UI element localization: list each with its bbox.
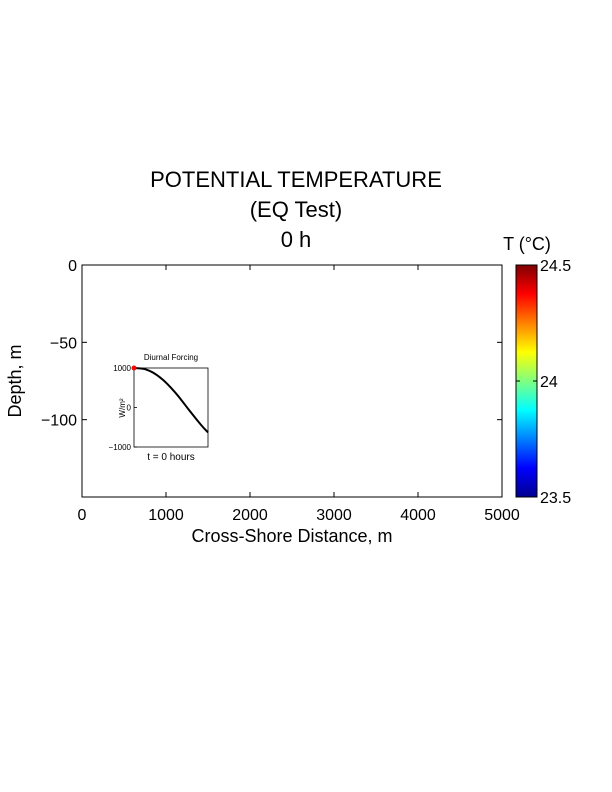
inset-time-marker [131,365,137,371]
x-tick-label: 3000 [316,507,352,524]
chart-title-line-2: (EQ Test) [250,197,343,222]
inset-y-tick-label: 0 [127,404,132,413]
colorbar-ticks: 23.5 24 24.5 [516,258,571,507]
chart-title-line-3: 0 h [281,227,312,252]
x-tick-label: 1000 [148,507,184,524]
x-axis-label: Cross-Shore Distance, m [191,526,392,546]
y-axis-label: Depth, m [5,344,25,417]
x-tick-label: 2000 [232,507,268,524]
x-tick-label: 0 [78,507,87,524]
inset-title: Diurnal Forcing [144,353,198,362]
y-tick-label: −100 [41,413,77,430]
inset-y-label: W/m² [118,398,127,417]
inset-plot-area [133,367,209,448]
y-tick-label: 0 [68,258,77,275]
inset-y-tick-label: −1000 [109,443,132,452]
x-tick-label: 4000 [400,507,436,524]
colorbar-tick-label: 23.5 [540,490,571,507]
colorbar-tick-label: 24 [540,374,558,391]
colorbar-tick-label: 24.5 [540,258,571,275]
chart-title-line-1: POTENTIAL TEMPERATURE [150,167,442,192]
colorbar-label: T (°C) [503,234,551,254]
main-axis-ticks: 0 1000 2000 3000 4000 5000 0 −50 −100 [41,258,520,524]
inset-y-tick-label: 1000 [113,364,131,373]
x-tick-label: 5000 [484,507,520,524]
inset-x-label: t = 0 hours [147,452,195,463]
inset-forcing-line [133,367,209,434]
y-tick-label: −50 [50,335,77,352]
